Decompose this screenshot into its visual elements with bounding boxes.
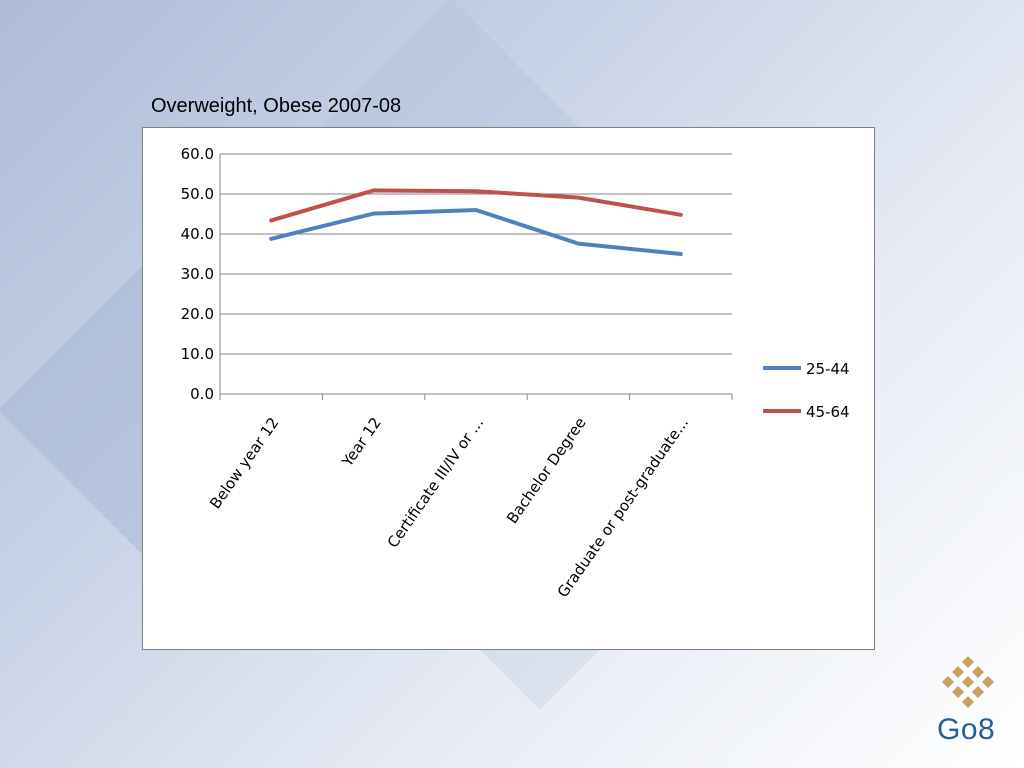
x-tick-label: Year 12 [338,414,385,471]
logo-diamond [962,696,974,708]
y-tick-label: 50.0 [181,185,214,203]
logo-diamond [962,656,974,668]
y-tick-label: 0.0 [190,385,214,403]
series-line-45-64 [269,188,683,223]
y-tick-label: 10.0 [181,345,214,363]
x-tick-label: Certificate III/IV or ... [384,414,488,551]
go8-logo-icon [942,656,994,708]
series-line-25-44 [269,208,683,256]
chart-area: 0.0 10.0 20.0 30.0 40.0 50.0 60.0 Below year 12… [142,127,875,650]
logo-text: Go8 [937,713,996,746]
y-tick-label: 20.0 [181,305,214,323]
x-tick-label: Bachelor Degree [503,414,590,527]
logo-diamond [972,666,984,678]
logo-diamond [982,676,994,688]
slide-title: Overweight, Obese 2007-08 [151,95,402,117]
y-tick-label: 40.0 [181,225,214,243]
x-tick-label: Below year 12 [206,414,282,512]
y-tick-label: 30.0 [181,265,214,283]
legend-label: 45-64 [806,403,850,421]
logo-diamond [952,666,964,678]
logo-diamond [952,686,964,698]
legend-label: 25-44 [806,360,850,378]
logo-diamond [972,686,984,698]
logo-diamond [942,676,954,688]
logo-diamond [962,676,974,688]
line-chart: 0.0 10.0 20.0 30.0 40.0 50.0 60.0 Below year 12… [181,145,850,601]
y-tick-label: 60.0 [181,145,214,163]
